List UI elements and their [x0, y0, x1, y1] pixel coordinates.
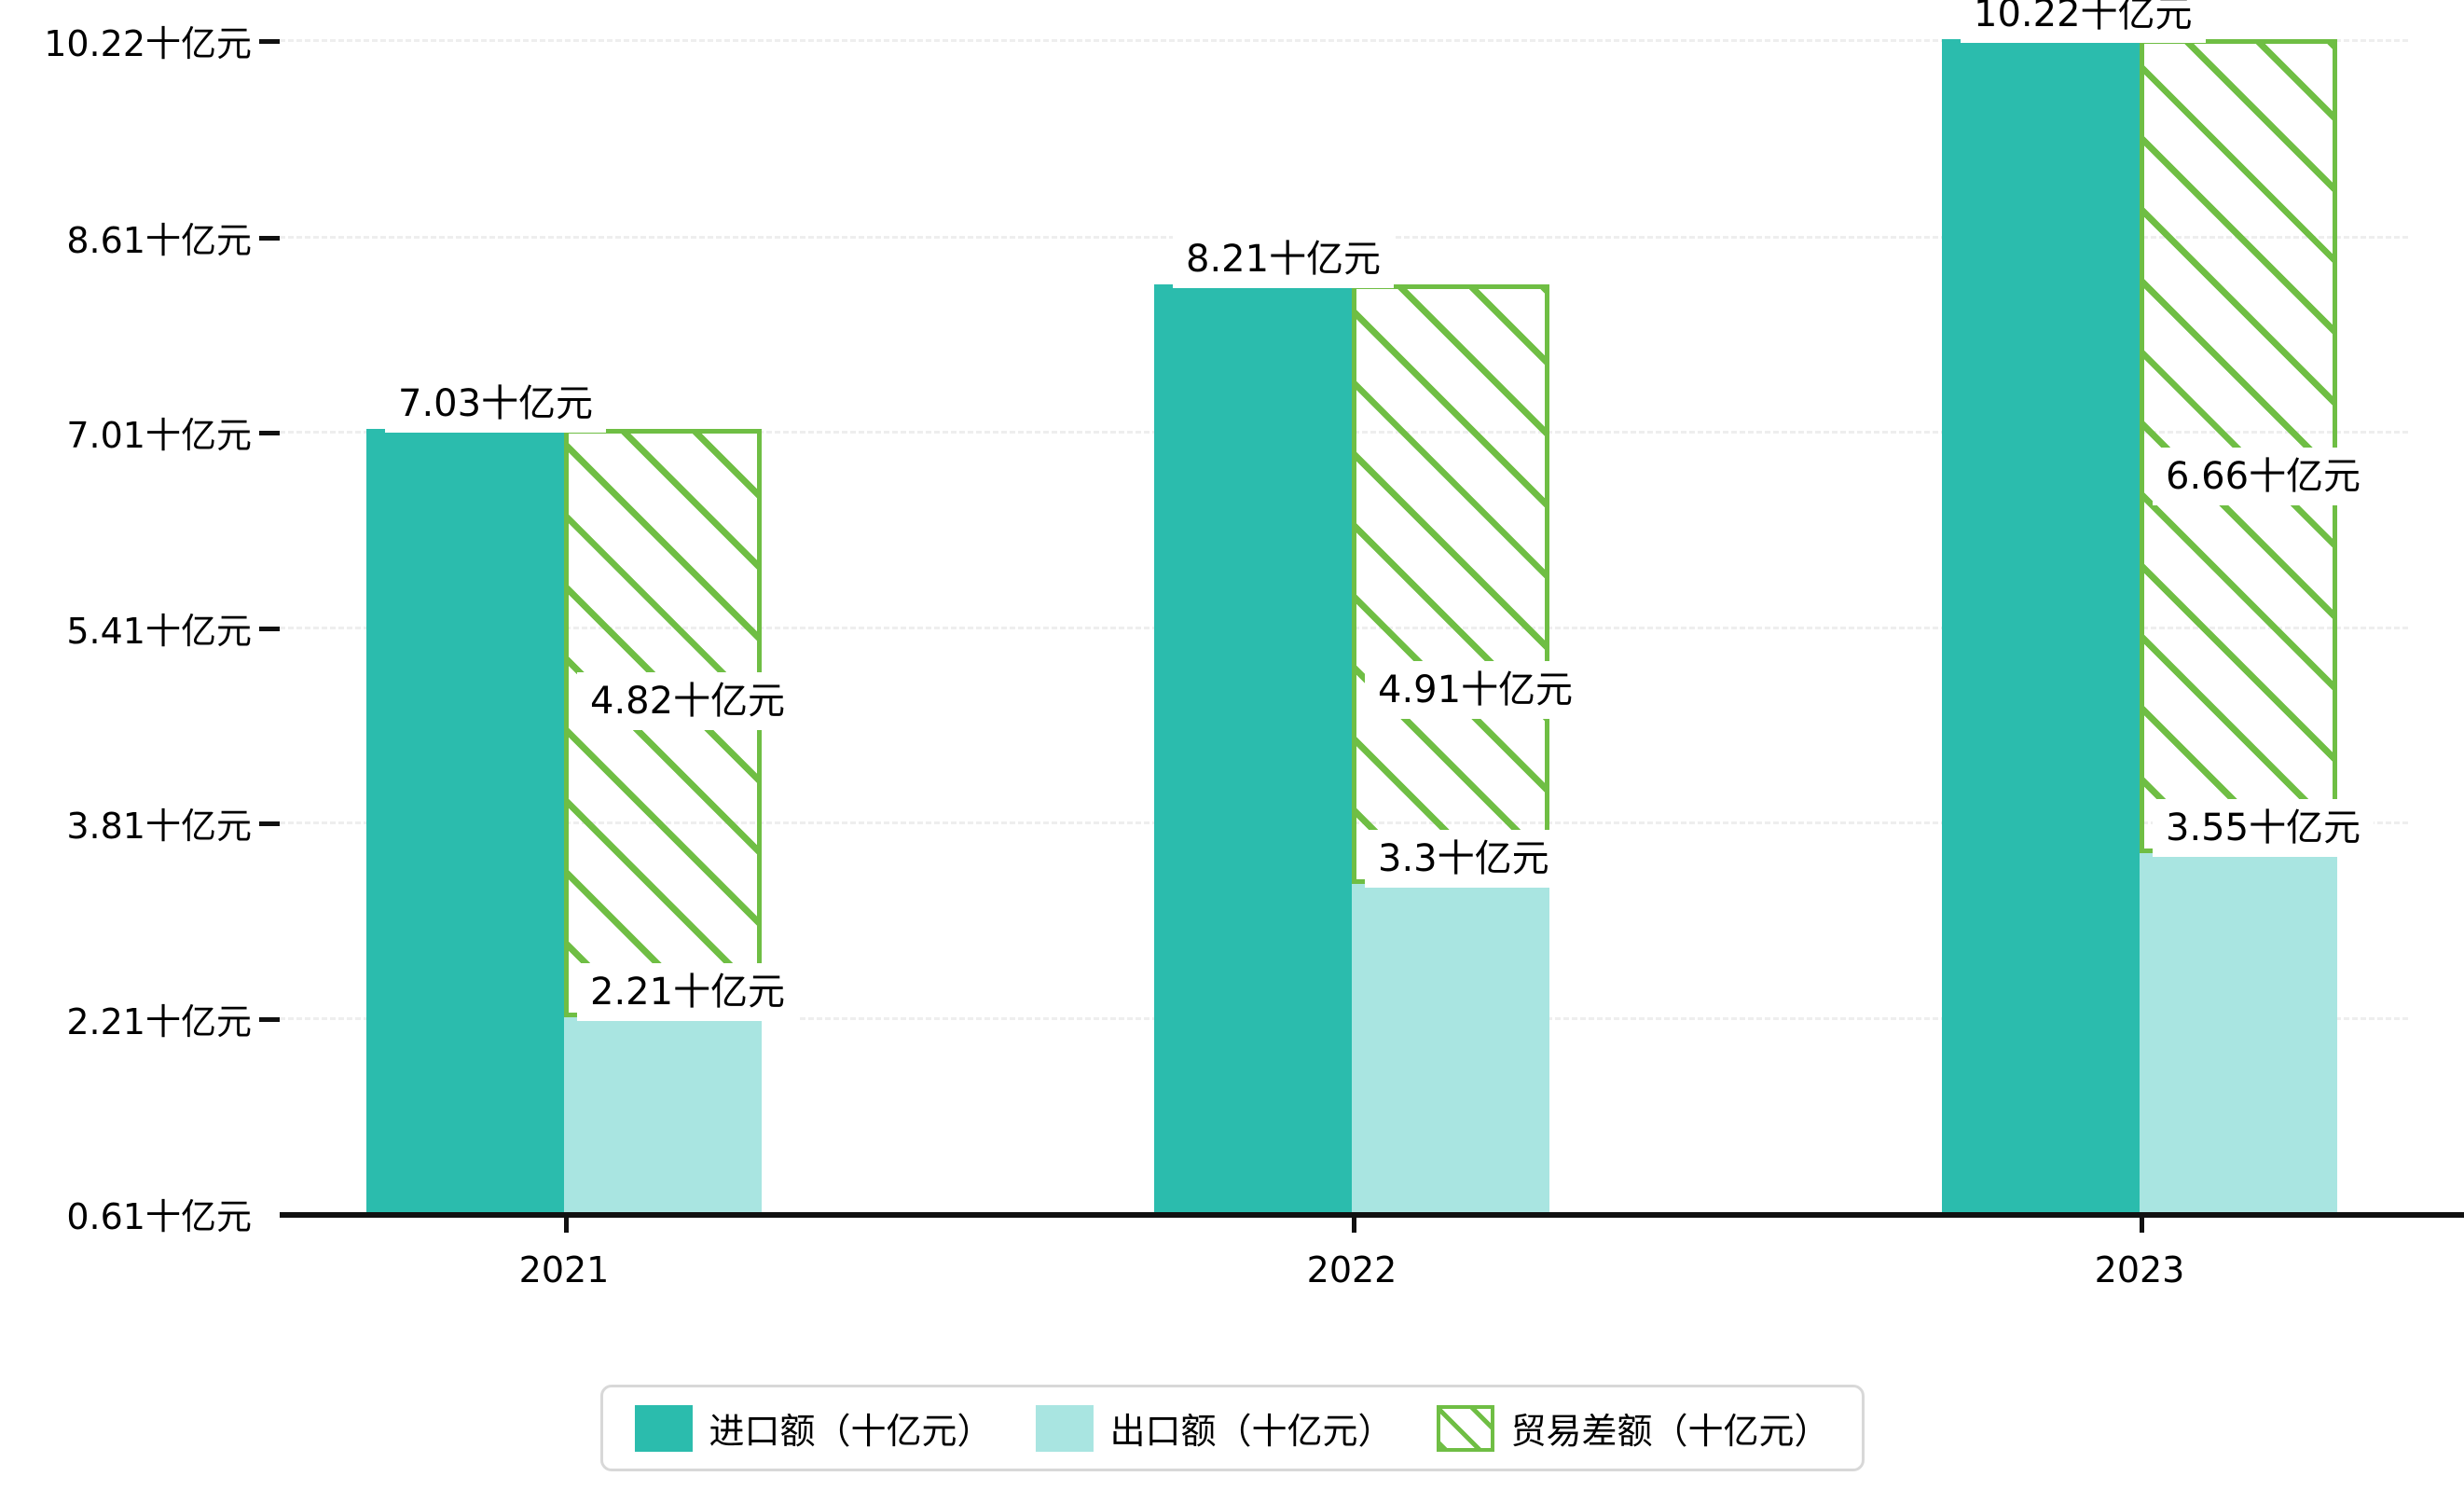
bar-export[interactable] [1352, 883, 1549, 1212]
legend-swatch-import-icon [634, 1404, 693, 1452]
bar-trade-balance[interactable] [1352, 284, 1549, 884]
y-axis-tick-label: 10.22十亿元 [44, 23, 252, 64]
hatch-pattern [2144, 44, 2333, 849]
hatch-pattern [1356, 289, 1545, 879]
y-axis-tick [259, 1016, 280, 1022]
legend-label-export: 出口额（十亿元） [1109, 1411, 1394, 1452]
legend-swatch-export-icon [1035, 1404, 1094, 1452]
x-axis-tick [2140, 1212, 2144, 1233]
bar-import[interactable] [1942, 39, 2140, 1212]
value-label-export: 3.55十亿元 [2153, 799, 2375, 858]
x-axis-tick-label: 2021 [518, 1249, 610, 1290]
legend-item-export[interactable]: 出口额（十亿元） [1035, 1402, 1394, 1454]
chart-legend[interactable]: 进口额（十亿元） 出口额（十亿元） 贸易差额（十亿元） [599, 1385, 1865, 1471]
bar-import[interactable] [366, 428, 564, 1212]
value-label-trade-balance: 4.91十亿元 [1365, 661, 1587, 720]
y-axis-tick-label: 2.21十亿元 [66, 1000, 252, 1042]
x-axis-tick [1352, 1212, 1356, 1233]
value-label-import: 8.21十亿元 [1173, 230, 1395, 289]
x-axis-tick-label: 2023 [2094, 1249, 2185, 1290]
value-label-trade-balance: 4.82十亿元 [577, 671, 799, 730]
value-label-export: 3.3十亿元 [1365, 829, 1562, 888]
bar-trade-balance[interactable] [2140, 39, 2337, 854]
value-label-trade-balance: 6.66十亿元 [2153, 448, 2375, 506]
y-axis-tick [259, 235, 280, 241]
y-axis-tick [259, 39, 280, 44]
bar-import[interactable] [1154, 284, 1352, 1212]
legend-label-balance: 贸易差额（十亿元） [1510, 1411, 1830, 1452]
bar-export[interactable] [564, 1016, 762, 1212]
x-axis-tick-label: 2022 [1306, 1249, 1397, 1290]
y-axis-tick [259, 626, 280, 631]
y-axis-tick-label: 0.61十亿元 [66, 1196, 252, 1237]
legend-label-import: 进口额（十亿元） [709, 1411, 993, 1452]
y-axis-tick [259, 431, 280, 436]
legend-item-balance[interactable]: 贸易差额（十亿元） [1436, 1402, 1830, 1454]
y-axis-tick-label: 5.41十亿元 [66, 610, 252, 652]
legend-item-import[interactable]: 进口额（十亿元） [634, 1402, 992, 1454]
bar-export[interactable] [2140, 853, 2337, 1212]
x-axis-line [280, 1212, 2464, 1218]
value-label-import: 10.22十亿元 [1961, 0, 2206, 43]
y-axis-tick-label: 3.81十亿元 [66, 806, 252, 848]
gridline [280, 39, 2408, 42]
value-label-import: 7.03十亿元 [385, 374, 607, 433]
legend-swatch-balance-icon [1436, 1404, 1494, 1452]
y-axis-tick [259, 821, 280, 827]
y-axis-tick-label: 7.01十亿元 [66, 415, 252, 457]
value-label-export: 2.21十亿元 [577, 962, 799, 1021]
x-axis-tick [564, 1212, 569, 1233]
y-axis-tick-label: 8.61十亿元 [66, 219, 252, 261]
